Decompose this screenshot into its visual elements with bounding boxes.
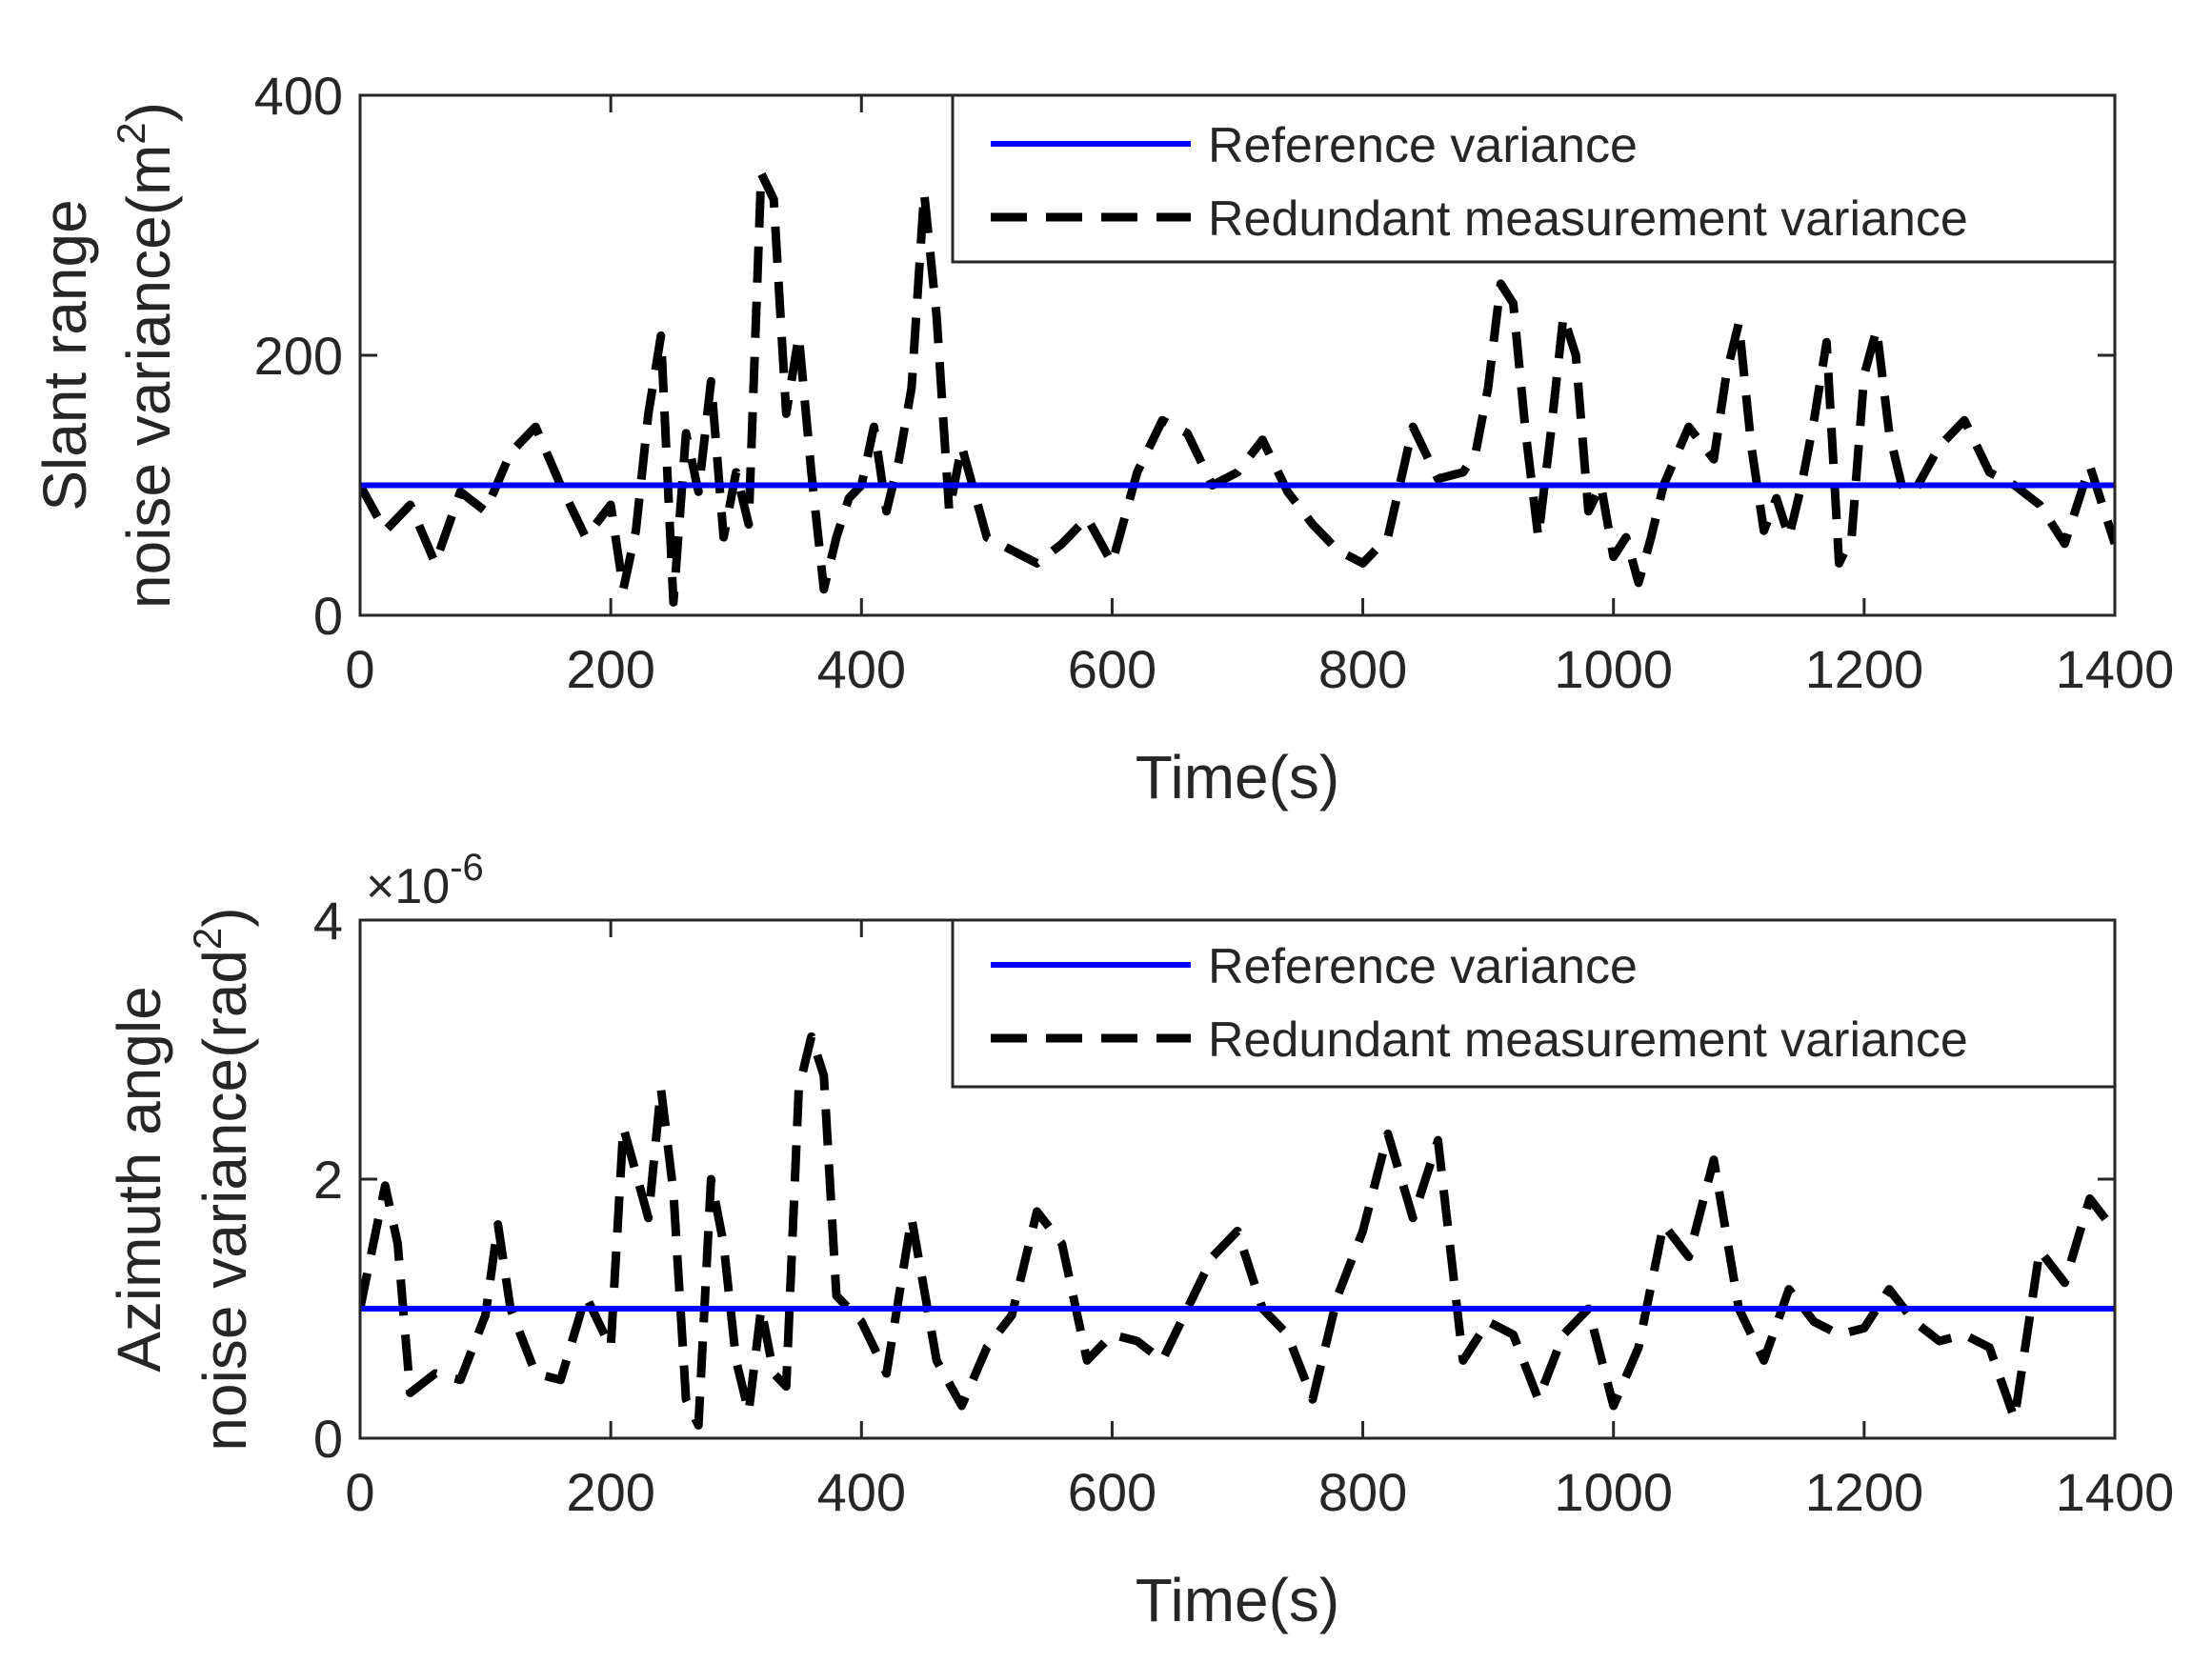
legend: Reference variance Redundant measurement…	[951, 93, 2117, 264]
legend-reference-label: Reference variance	[1208, 118, 1638, 173]
y-tick-label: 4	[313, 891, 343, 951]
legend-reference-label: Reference variance	[1208, 939, 1638, 994]
y-ticks: 0 200 400	[254, 66, 2115, 646]
y-multiplier-exp: -6	[450, 847, 484, 889]
azimuth-angle-panel: 0 200 400 600 800 1000 1200 1400 0 2 4 ×10-6 Time…	[105, 847, 2174, 1634]
y-label-base: noise variance(m	[114, 145, 183, 609]
redundant-variance-line	[360, 169, 2115, 607]
y-tick-label: 0	[313, 1409, 343, 1469]
x-axis-label: Time(s)	[1136, 743, 1339, 811]
y-label-end: )	[191, 907, 259, 927]
y-label-sup: 2	[185, 928, 230, 950]
y-multiplier-base: ×10	[366, 859, 450, 914]
y-axis-label-line2: noise variance(m2)	[109, 102, 183, 609]
x-tick-label: 1000	[1554, 639, 1673, 699]
y-label-base: noise variance(rad	[191, 950, 259, 1452]
y-tick-label: 2	[313, 1150, 343, 1210]
legend-box	[951, 93, 2117, 264]
y-tick-label: 0	[313, 586, 343, 646]
x-tick-label: 600	[1068, 639, 1156, 699]
x-tick-label: 400	[817, 1462, 906, 1522]
x-tick-label: 1200	[1805, 639, 1924, 699]
x-tick-label: 400	[817, 639, 906, 699]
y-label-sup: 2	[109, 122, 153, 144]
x-ticks: 0 200 400 600 800 1000 1200 1400	[345, 95, 2174, 699]
legend-redundant-label: Redundant measurement variance	[1208, 1012, 1968, 1068]
x-ticks: 0 200 400 600 800 1000 1200 1400	[345, 920, 2174, 1522]
y-multiplier: ×10-6	[366, 847, 484, 914]
slant-range-panel: 0 200 400 600 800 1000 1200 1400 0 200 400 Time(s…	[30, 66, 2174, 811]
legend-box	[951, 918, 2117, 1089]
x-tick-label: 800	[1318, 639, 1407, 699]
series-layer	[360, 169, 2115, 607]
x-axis-label: Time(s)	[1136, 1566, 1339, 1634]
y-ticks: 0 2 4	[313, 891, 2115, 1469]
series-layer	[360, 1032, 2115, 1430]
x-tick-label: 200	[566, 1462, 654, 1522]
y-axis-label-line2: noise variance(rad2)	[185, 907, 259, 1451]
x-tick-label: 1400	[2056, 1462, 2175, 1522]
redundant-variance-line	[360, 1032, 2115, 1430]
y-tick-label: 400	[254, 66, 343, 126]
x-tick-label: 0	[345, 639, 374, 699]
legend: Reference variance Redundant measurement…	[951, 918, 2117, 1089]
x-tick-label: 1000	[1554, 1462, 1673, 1522]
x-tick-label: 200	[566, 639, 654, 699]
x-tick-label: 800	[1318, 1462, 1407, 1522]
legend-redundant-label: Redundant measurement variance	[1208, 191, 1968, 247]
y-axis-label-line1: Azimuth angle	[105, 986, 173, 1372]
x-tick-label: 0	[345, 1462, 374, 1522]
x-tick-label: 600	[1068, 1462, 1156, 1522]
x-tick-label: 1400	[2056, 639, 2175, 699]
y-label-end: )	[114, 102, 183, 122]
y-tick-label: 200	[254, 326, 343, 386]
y-axis-label-line1: Slant range	[30, 199, 99, 511]
x-tick-label: 1200	[1805, 1462, 1924, 1522]
